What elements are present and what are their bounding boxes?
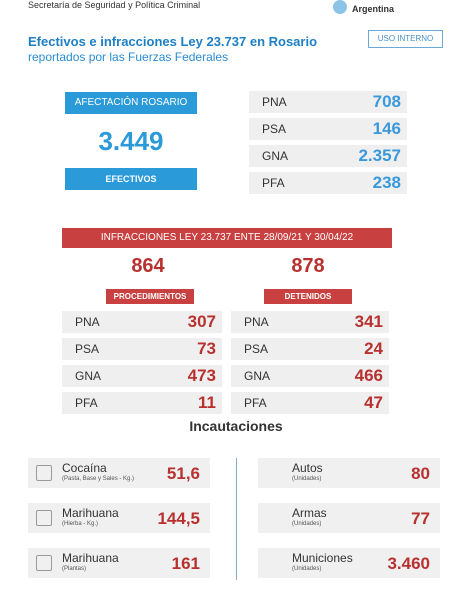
row: PNA 341 <box>231 311 389 333</box>
row: GNA 2.357 <box>249 145 407 167</box>
row-value: 24 <box>364 339 383 358</box>
title: Efectivos e infracciones Ley 23.737 en R… <box>28 34 318 49</box>
seizure-item: Armas (Unidades) 77 <box>258 503 440 533</box>
infracciones-banner: INFRACCIONES LEY 23.737 ENTE 28/09/21 Y … <box>62 228 392 248</box>
row-value: 708 <box>372 92 401 111</box>
row-value: 2.357 <box>358 146 401 165</box>
item-icon <box>36 555 52 571</box>
item-name: Cocaína <box>62 461 107 475</box>
item-unit: (Plantas) <box>62 566 87 572</box>
item-value: 80 <box>411 464 430 483</box>
item-unit: (Hierba - Kg.) <box>62 521 99 527</box>
item-name: Marihuana <box>62 551 119 565</box>
row-label: GNA <box>262 149 289 163</box>
row: PNA 708 <box>249 91 407 113</box>
detenidos-label: DETENIDOS <box>264 289 352 304</box>
row-label: GNA <box>244 369 271 383</box>
logo-icon <box>333 0 347 14</box>
afectacion-total: 3.449 <box>98 126 164 156</box>
row: PFA 11 <box>62 392 222 414</box>
row-value: 238 <box>372 173 401 192</box>
item-icon <box>36 465 52 481</box>
org: Secretaría de Seguridad y Política Crimi… <box>28 0 201 10</box>
row: PSA 24 <box>231 338 389 360</box>
item-name: Municiones <box>292 551 353 565</box>
item-unit: (Unidades) <box>292 476 322 482</box>
item-value: 161 <box>171 554 200 573</box>
item-unit: (Pasta, Base y Sales - Kg.) <box>62 476 135 482</box>
afectacion-footer: EFECTIVOS <box>65 168 197 190</box>
row-value: 11 <box>198 393 216 412</box>
row-label: PSA <box>75 342 100 356</box>
seizure-item: Municiones (Unidades) 3.460 <box>258 548 440 578</box>
procedimientos-total: 864 <box>131 255 165 277</box>
row: PFA 238 <box>249 172 407 194</box>
row-label: PNA <box>262 95 287 109</box>
row-value: 307 <box>187 312 216 331</box>
seizure-item: Autos (Unidades) 80 <box>258 458 440 488</box>
row: GNA 473 <box>62 365 222 387</box>
detenidos-total: 878 <box>291 255 325 277</box>
row: GNA 466 <box>231 365 389 387</box>
incautaciones-title: Incautaciones <box>189 418 283 434</box>
row-label: PNA <box>75 315 100 329</box>
logo-text: Argentina <box>352 4 395 14</box>
row-value: 473 <box>187 366 216 385</box>
item-value: 3.460 <box>387 554 430 573</box>
row-value: 466 <box>354 366 383 385</box>
afectacion-label: AFECTACIÓN ROSARIO <box>65 92 197 114</box>
badge: USO INTERNO <box>368 30 443 48</box>
item-value: 51,6 <box>166 464 200 483</box>
row-label: PSA <box>244 342 269 356</box>
row-value: 73 <box>197 339 216 358</box>
procedimientos-label: PROCEDIMIENTOS <box>106 289 194 304</box>
row-label: GNA <box>75 369 102 383</box>
item-name: Armas <box>292 506 327 520</box>
row: PNA 307 <box>62 311 222 333</box>
item-name: Autos <box>292 461 323 475</box>
item-unit: (Unidades) <box>292 566 322 572</box>
item-name: Marihuana <box>62 506 119 520</box>
row-value: 146 <box>372 119 401 138</box>
seizure-item: Cocaína (Pasta, Base y Sales - Kg.) 51,6 <box>28 458 210 488</box>
row-label: PFA <box>75 396 98 410</box>
row-label: PSA <box>262 122 287 136</box>
seizure-item: Marihuana (Plantas) 161 <box>28 548 210 578</box>
row-label: PFA <box>244 396 267 410</box>
row: PSA 146 <box>249 118 407 140</box>
seizure-item: Marihuana (Hierba - Kg.) 144,5 <box>28 503 210 533</box>
item-icon <box>36 510 52 526</box>
row-label: PNA <box>244 315 269 329</box>
subtitle: reportados por las Fuerzas Federales <box>28 50 229 64</box>
row-value: 341 <box>354 312 383 331</box>
row-value: 47 <box>364 393 383 412</box>
row: PSA 73 <box>62 338 222 360</box>
item-unit: (Unidades) <box>292 521 322 527</box>
item-value: 144,5 <box>157 509 200 528</box>
row: PFA 47 <box>231 392 389 414</box>
row-label: PFA <box>262 176 285 190</box>
item-value: 77 <box>411 509 430 528</box>
divider <box>236 458 237 580</box>
